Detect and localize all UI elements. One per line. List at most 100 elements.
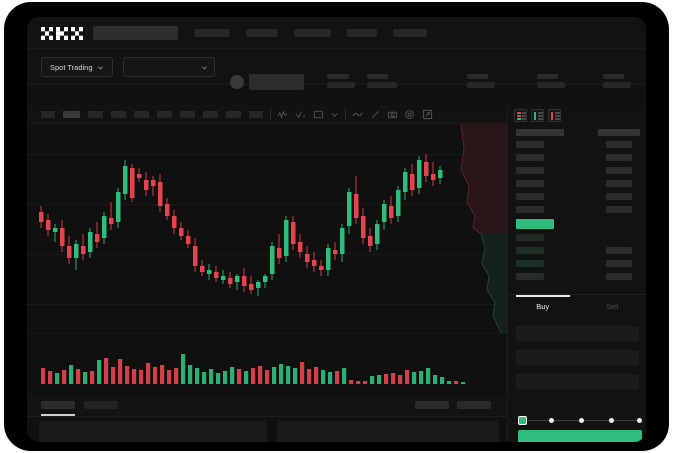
orderbook-bid-size (606, 260, 632, 267)
orderbook-ask-size (606, 180, 632, 187)
top-navigation-bar (27, 17, 646, 49)
tab-order-history[interactable] (84, 401, 118, 409)
nav-item-2[interactable] (246, 29, 278, 37)
drawing-pencil-icon[interactable] (370, 109, 381, 120)
volume-series (41, 354, 466, 384)
tab-open-orders[interactable] (41, 401, 75, 409)
orderbook-ask-size (606, 154, 632, 161)
nav-item-3[interactable] (294, 29, 331, 37)
stat-24h-high (367, 74, 397, 88)
timeframe-1mo[interactable] (226, 111, 241, 118)
timeframe-1w[interactable] (203, 111, 218, 118)
orderbook-bid-size (606, 247, 632, 254)
slider-handle[interactable] (518, 416, 527, 425)
order-total-field[interactable] (516, 374, 639, 389)
search-input[interactable] (93, 26, 178, 40)
order-price-field[interactable] (516, 326, 639, 341)
depth-overlay (451, 124, 507, 333)
app-screen: Spot Trading (27, 17, 646, 442)
chevron-down-icon[interactable] (329, 109, 340, 120)
place-buy-order-button[interactable] (518, 430, 642, 442)
timeframe-30m[interactable] (111, 111, 126, 118)
settings-gear-icon[interactable] (404, 109, 415, 120)
orderbook-bid-row[interactable] (516, 234, 544, 241)
orderbook-both-icon[interactable] (514, 109, 527, 122)
chevron-down-icon (97, 66, 103, 69)
timeframe-4h[interactable] (157, 111, 172, 118)
orderbook-bid-row[interactable] (516, 247, 544, 254)
orderbook-bids-icon[interactable] (531, 109, 544, 122)
chart-gridline (27, 254, 507, 255)
tab-buy[interactable]: Buy (508, 295, 578, 318)
timeframe-more[interactable] (249, 111, 263, 118)
nav-item-4[interactable] (347, 29, 377, 37)
orderbook-ask-row[interactable] (516, 180, 544, 187)
fullscreen-icon[interactable] (422, 109, 433, 120)
orderbook-view-toggles (514, 109, 561, 122)
camera-icon[interactable] (387, 109, 398, 120)
tablet-device-frame: Spot Trading (5, 3, 668, 450)
timeframe-5m[interactable] (63, 111, 80, 118)
coin-avatar-icon (230, 75, 244, 89)
template-icon[interactable] (313, 109, 324, 120)
bottom-action-2[interactable] (457, 401, 491, 409)
nav-item-5[interactable] (393, 29, 427, 37)
active-tab-underline (41, 414, 75, 416)
order-form (508, 318, 646, 430)
right-trading-column: Buy Sell (507, 105, 646, 442)
tab-buy-label: Buy (536, 302, 550, 311)
orderbook-ask-size (606, 167, 632, 174)
slider-stop-75[interactable] (609, 417, 614, 423)
orderbook-ask-row[interactable] (516, 167, 544, 174)
nav-item-1[interactable] (194, 29, 230, 37)
chart-toolbar (27, 105, 507, 124)
order-percent-slider[interactable] (518, 416, 642, 425)
trading-pair-select[interactable] (123, 57, 215, 77)
orderbook-ask-size (606, 206, 632, 213)
order-amount-field[interactable] (516, 350, 639, 365)
bottom-action-1[interactable] (415, 401, 449, 409)
stat-24h-change (327, 74, 355, 88)
orderbook-asks-icon[interactable] (548, 109, 561, 122)
orders-placeholder-left (39, 421, 267, 442)
stat-24h-low (467, 74, 495, 88)
orderbook-bid-row[interactable] (516, 273, 544, 280)
compare-icon[interactable] (295, 109, 306, 120)
slider-stop-25[interactable] (549, 417, 554, 423)
orderbook-ask-row[interactable] (516, 154, 544, 161)
indicator-icon[interactable] (277, 109, 288, 120)
timeframe-15m[interactable] (88, 111, 103, 118)
order-side-tabs: Buy Sell (508, 294, 646, 318)
spot-trading-label: Spot Trading (50, 62, 93, 72)
last-price-value (249, 74, 304, 90)
chart-gridline (27, 154, 507, 155)
order-book[interactable] (508, 127, 646, 294)
stat-24h-volume (537, 74, 565, 88)
chart-gridline (27, 204, 507, 205)
orderbook-ask-size (606, 141, 632, 148)
timeframe-1h[interactable] (134, 111, 149, 118)
spot-trading-dropdown[interactable]: Spot Trading (41, 57, 113, 77)
orderbook-ask-row[interactable] (516, 141, 544, 148)
orderbook-ask-size (606, 193, 632, 200)
candlestick-series (39, 154, 443, 296)
chevron-down-icon (202, 66, 207, 69)
stat-24h-turnover (603, 74, 631, 88)
okx-logo-icon[interactable] (41, 27, 83, 40)
volume-chart (27, 333, 507, 395)
chart-gridline (27, 304, 507, 305)
market-header: Spot Trading (27, 49, 646, 85)
orderbook-ask-row[interactable] (516, 193, 544, 200)
orderbook-ask-row[interactable] (516, 206, 544, 213)
timeframe-1d[interactable] (180, 111, 195, 118)
orders-panel-tabs (27, 395, 507, 417)
orderbook-bid-size (606, 273, 632, 280)
candlestick-chart[interactable] (27, 124, 507, 333)
orderbook-bid-row[interactable] (516, 260, 544, 267)
orders-panel-body (27, 417, 507, 442)
line-chart-icon[interactable] (352, 109, 363, 120)
tab-sell[interactable]: Sell (578, 295, 647, 318)
slider-stop-100[interactable] (637, 417, 642, 423)
timeframe-1m[interactable] (41, 111, 55, 118)
slider-stop-50[interactable] (579, 417, 584, 423)
